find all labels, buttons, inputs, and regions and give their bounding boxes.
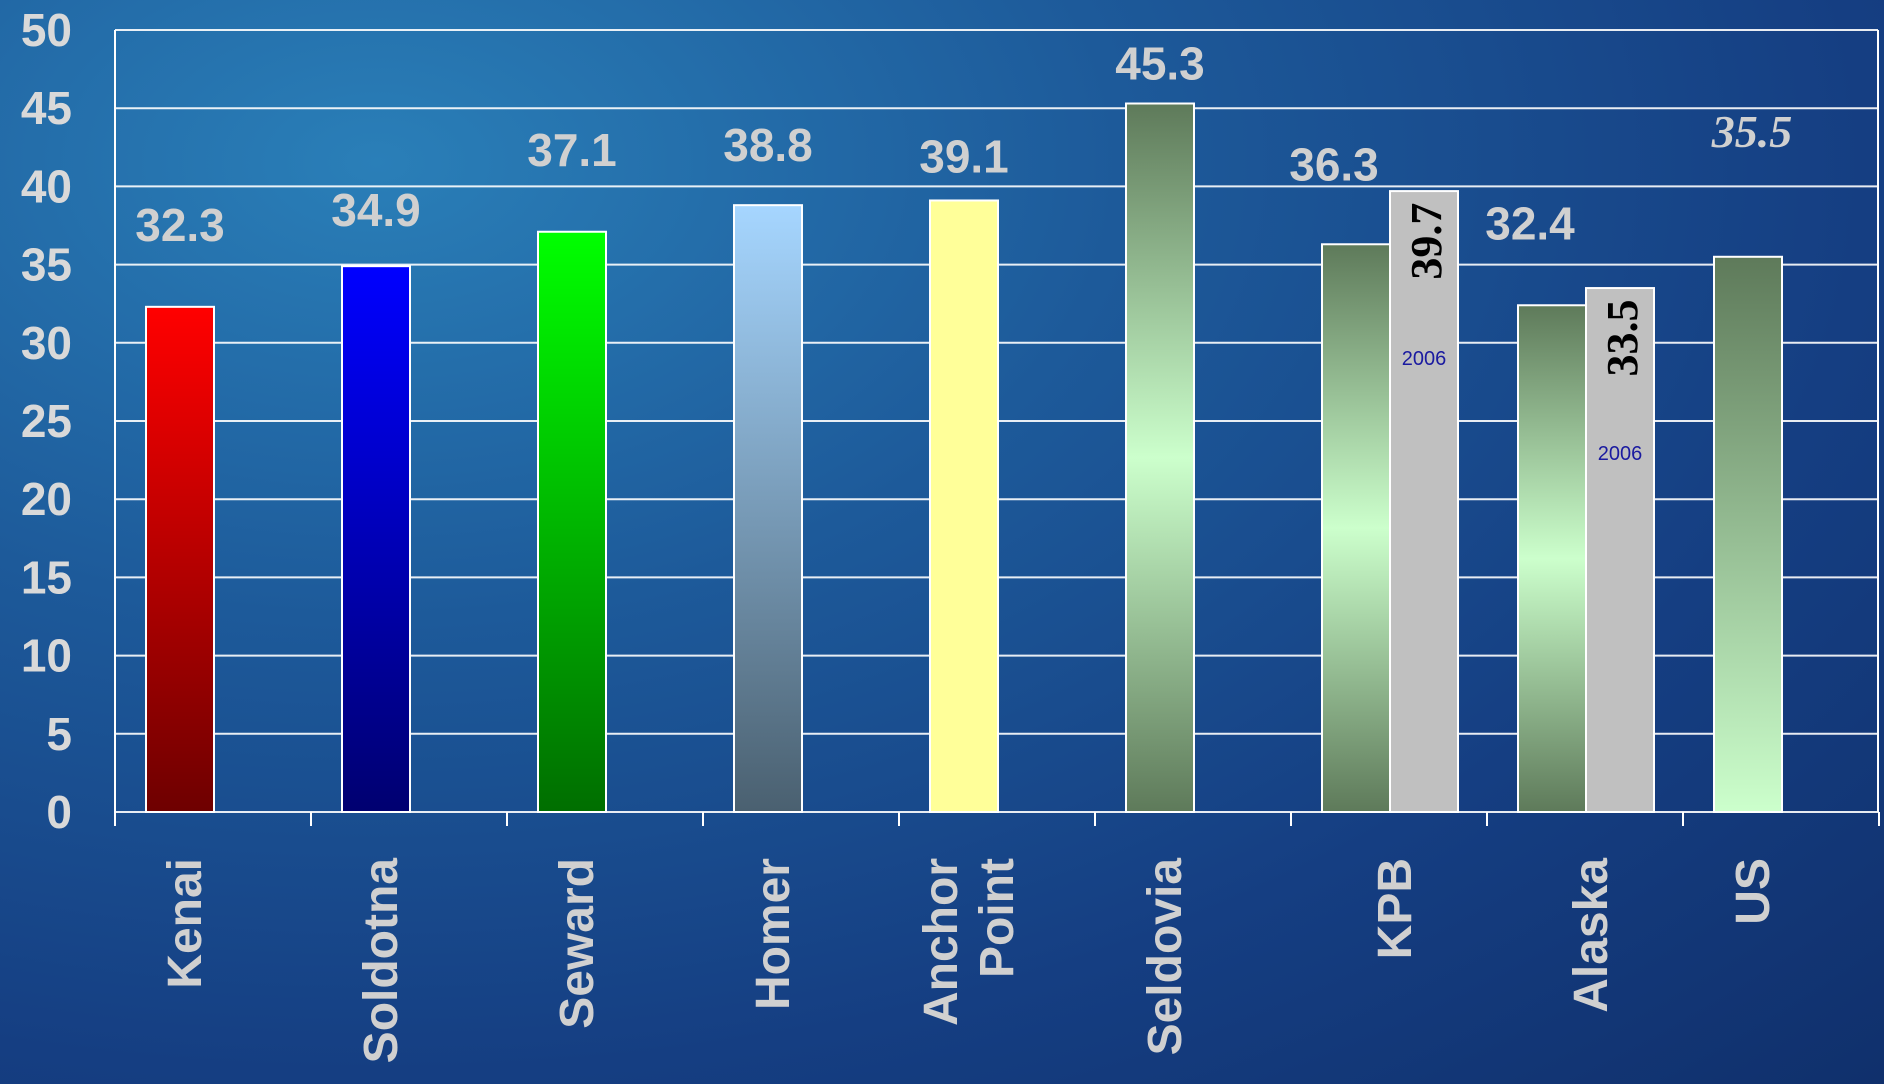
bar-homer xyxy=(733,204,803,813)
value-label: 38.8 xyxy=(723,119,813,171)
y-tick-label: 35 xyxy=(21,239,72,291)
category-label: Seldovia xyxy=(1139,858,1192,1056)
y-tick-label: 40 xyxy=(21,160,72,212)
bars xyxy=(145,102,1783,814)
axes xyxy=(114,30,1880,826)
value-label: 37.1 xyxy=(527,124,617,176)
category-label: KPB xyxy=(1369,858,1422,959)
y-tick-label: 15 xyxy=(21,551,72,603)
y-tick-label: 30 xyxy=(21,317,72,369)
category-label: Alaska xyxy=(1565,858,1618,1013)
y-tick-label: 10 xyxy=(21,630,72,682)
category-label: Homer xyxy=(747,858,800,1010)
value-label: 34.9 xyxy=(331,184,421,236)
bar-soldotna xyxy=(341,265,411,813)
value-label: 36.3 xyxy=(1289,138,1379,190)
labels: 0 5 10 15 20 25 30 35 40 45 50 32.3 34.9 37.1 38.8 39.1… xyxy=(21,4,1792,1063)
category-label: Kenai xyxy=(159,858,212,989)
bar-seward xyxy=(537,230,607,814)
secondary-year-label: 2006 xyxy=(1402,348,1447,370)
category-label: US xyxy=(1727,858,1780,925)
bar-kpb xyxy=(1321,243,1391,813)
category-label: Anchor xyxy=(915,858,968,1026)
y-tick-label: 50 xyxy=(21,4,72,56)
bar-kenai xyxy=(145,305,215,813)
bar-alaska xyxy=(1517,304,1587,813)
y-tick-label: 20 xyxy=(21,473,72,525)
value-label: 45.3 xyxy=(1115,38,1205,90)
bar-seldovia xyxy=(1125,102,1195,814)
bar-us xyxy=(1713,255,1783,813)
y-tick-label: 25 xyxy=(21,395,72,447)
category-label: Point xyxy=(971,858,1024,978)
secondary-bar xyxy=(1389,190,1459,814)
secondary-year-label: 2006 xyxy=(1598,443,1643,465)
y-tick-label: 45 xyxy=(21,82,72,134)
category-label: Seward xyxy=(551,858,604,1029)
secondary-value-label: 39.7 xyxy=(1402,203,1451,280)
secondary-value-label: 33.5 xyxy=(1598,300,1647,377)
secondary-bar xyxy=(1585,287,1655,813)
value-label: 39.1 xyxy=(919,130,1009,182)
bar-anchor-point xyxy=(929,199,999,813)
y-tick-label: 0 xyxy=(46,786,72,838)
value-label: 35.5 xyxy=(1711,106,1793,157)
value-label: 32.4 xyxy=(1485,197,1575,249)
value-label: 32.3 xyxy=(135,199,225,251)
y-tick-label: 5 xyxy=(46,708,72,760)
category-label: Soldotna xyxy=(355,858,408,1064)
